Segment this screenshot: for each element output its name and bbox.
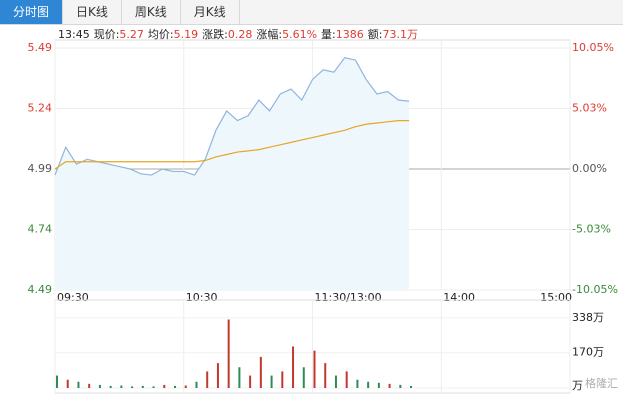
volume-bar (206, 371, 209, 388)
volume-tick-label: 170万 (572, 346, 604, 359)
y2-tick-label: -5.03% (572, 223, 611, 236)
price-area (55, 57, 410, 291)
info-text: 现价: (94, 28, 120, 41)
info-text: 5.19 (174, 28, 199, 41)
tab[interactable]: 分时图 (0, 0, 64, 24)
y-tick-label: 4.99 (28, 162, 53, 175)
volume-bar (195, 381, 198, 388)
tab[interactable]: 日K线 (63, 0, 122, 24)
tab[interactable]: 周K线 (122, 0, 181, 24)
volume-bar (174, 385, 177, 388)
volume-bar (141, 385, 144, 388)
info-text: 均价: (148, 28, 174, 41)
x-tick-label: 15:00 (540, 291, 572, 304)
y2-tick-label: 5.03% (572, 101, 607, 114)
volume-bar (324, 363, 327, 388)
volume-bar (367, 381, 370, 388)
volume-bar (345, 371, 348, 388)
volume-bar (66, 379, 69, 388)
volume-tick-label: 338万 (572, 311, 604, 324)
info-text: 13:45 (58, 28, 90, 41)
volume-bar (88, 383, 91, 388)
tab[interactable]: 月K线 (181, 0, 240, 24)
info-text: 额: (368, 28, 383, 41)
volume-bar (98, 384, 101, 388)
volume-bar (313, 350, 316, 388)
volume-bar (109, 385, 112, 388)
y2-tick-label: -10.05% (572, 283, 618, 296)
volume-bar (292, 346, 295, 388)
info-text: 量: (321, 28, 336, 41)
volume-bar (56, 375, 58, 388)
info-text: 1386 (336, 28, 364, 41)
average-line (54, 120, 410, 170)
info-text: 73.1万 (382, 28, 418, 41)
volume-bar (356, 379, 359, 388)
y-tick-label: 5.24 (28, 102, 53, 115)
info-text: 0.28 (228, 28, 253, 41)
info-text: 涨跌: (202, 27, 228, 41)
volume-bar (302, 367, 305, 388)
y-tick-label: 4.74 (28, 223, 53, 236)
volume-bar (259, 356, 262, 388)
y-tick-label: 4.49 (28, 283, 53, 296)
info-text: 5.61% (282, 28, 317, 41)
y-tick-label: 5.49 (28, 41, 53, 54)
x-tick-label: 09:30 (57, 291, 89, 304)
x-tick-label: 14:00 (443, 291, 475, 304)
volume-bar (388, 383, 391, 388)
watermark: 格隆汇 (585, 376, 618, 390)
y2-tick-label: 10.05% (572, 41, 614, 54)
volume-bar (184, 385, 187, 388)
price-line (54, 57, 410, 176)
x-tick-label: 11:30/13:00 (315, 291, 382, 304)
volume-bar (399, 384, 402, 388)
info-text: 涨幅: (256, 28, 282, 41)
volume-bar (238, 367, 241, 388)
volume-bar (77, 381, 80, 388)
volume-tick-label: 万 (572, 379, 583, 392)
tab-bar: 分时图 日K线 周K线 月K线 (0, 0, 623, 25)
x-tick-label: 10:30 (186, 291, 218, 304)
volume-bar (281, 371, 284, 388)
volume-bar (249, 375, 252, 388)
volume-bar (377, 382, 380, 388)
y2-tick-label: 0.00% (572, 162, 607, 175)
volume-bar (227, 319, 230, 388)
volume-bar (270, 375, 273, 388)
volume-bar (163, 384, 166, 388)
volume-bar (216, 363, 219, 388)
volume-bar (410, 385, 413, 388)
volume-bar (120, 385, 123, 388)
info-line: 13:45 现价:5.27 均价:5.19 涨跌:0.28 涨幅:5.61% 量:1386… (58, 27, 418, 41)
info-text: 5.27 (119, 28, 144, 41)
volume-bar (152, 386, 155, 388)
volume-bar (334, 375, 337, 388)
volume-bar (131, 386, 134, 388)
